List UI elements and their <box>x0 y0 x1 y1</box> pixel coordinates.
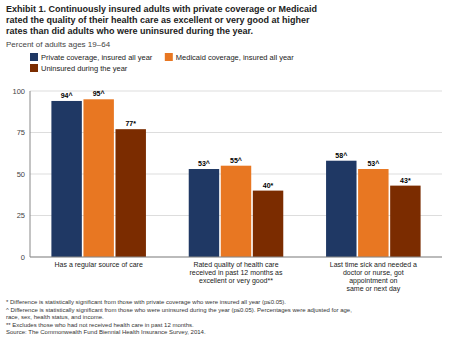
bar <box>390 186 420 257</box>
bar <box>51 101 81 257</box>
data-label: 53^ <box>367 160 379 167</box>
subtitle: Percent of adults ages 19–64 <box>6 40 111 49</box>
footnote: * Difference is statistically significan… <box>6 299 286 305</box>
bar <box>326 161 356 257</box>
bars <box>51 99 420 257</box>
legend-label: Private coverage, insured all year <box>41 53 153 62</box>
y-axis-line <box>30 91 31 257</box>
data-label: 77* <box>125 120 136 127</box>
y-tick-label: 25 <box>17 211 25 220</box>
grid-line <box>30 257 442 258</box>
x-tick-label: Last time sick and needed adoctor or nur… <box>330 261 417 293</box>
y-tick-label: 100 <box>12 87 25 96</box>
bar <box>83 99 113 257</box>
legend-item: Medicaid coverage, insured all year <box>165 53 294 62</box>
data-label: 95^ <box>93 90 105 97</box>
footnote: Source: The Commonwealth Fund Biennial H… <box>6 329 206 335</box>
y-tick-label: 75 <box>17 128 25 137</box>
data-label: 40* <box>263 182 274 189</box>
x-axis: Has a regular source of care Rated qualit… <box>30 257 442 293</box>
bar <box>253 191 283 257</box>
data-labels: 94^ 53^ 58^ 95^ 55^ 53^ 77* 40* 43* <box>61 90 411 188</box>
footnote: ** Excludes those who had not received h… <box>6 322 194 328</box>
y-tick-label: 50 <box>17 170 25 179</box>
legend-item: Uninsured during the year <box>30 64 128 73</box>
data-label: 43* <box>400 177 411 184</box>
legend: Private coverage, insured all year Medica… <box>30 53 294 73</box>
bar <box>115 129 145 257</box>
x-tick-label: Has a regular source of care <box>55 261 143 269</box>
y-axis: 0 25 50 75 100 <box>12 87 442 262</box>
data-label: 58^ <box>335 152 347 159</box>
data-label: 55^ <box>230 157 242 164</box>
legend-item: Private coverage, insured all year <box>30 53 153 62</box>
legend-label: Medicaid coverage, insured all year <box>176 53 294 62</box>
footnote: race, sex, health status, and income. <box>6 314 104 320</box>
x-tick-label: Rated quality of health carereceived in … <box>190 261 283 285</box>
data-label: 94^ <box>61 92 73 99</box>
bar <box>189 169 219 257</box>
bar <box>221 166 251 257</box>
legend-swatch <box>165 53 173 61</box>
y-tick-label: 0 <box>21 253 25 262</box>
bar <box>358 169 388 257</box>
legend-swatch <box>30 64 38 72</box>
chart: Exhibit 1. Continuously insured adults w… <box>0 0 450 338</box>
legend-swatch <box>30 53 38 61</box>
legend-label: Uninsured during the year <box>41 64 128 73</box>
footnote: ^ Difference is statistically significan… <box>6 307 352 313</box>
title: Exhibit 1. Continuously insured adults w… <box>6 4 317 36</box>
x-axis-line <box>30 257 442 258</box>
data-label: 53^ <box>198 160 210 167</box>
